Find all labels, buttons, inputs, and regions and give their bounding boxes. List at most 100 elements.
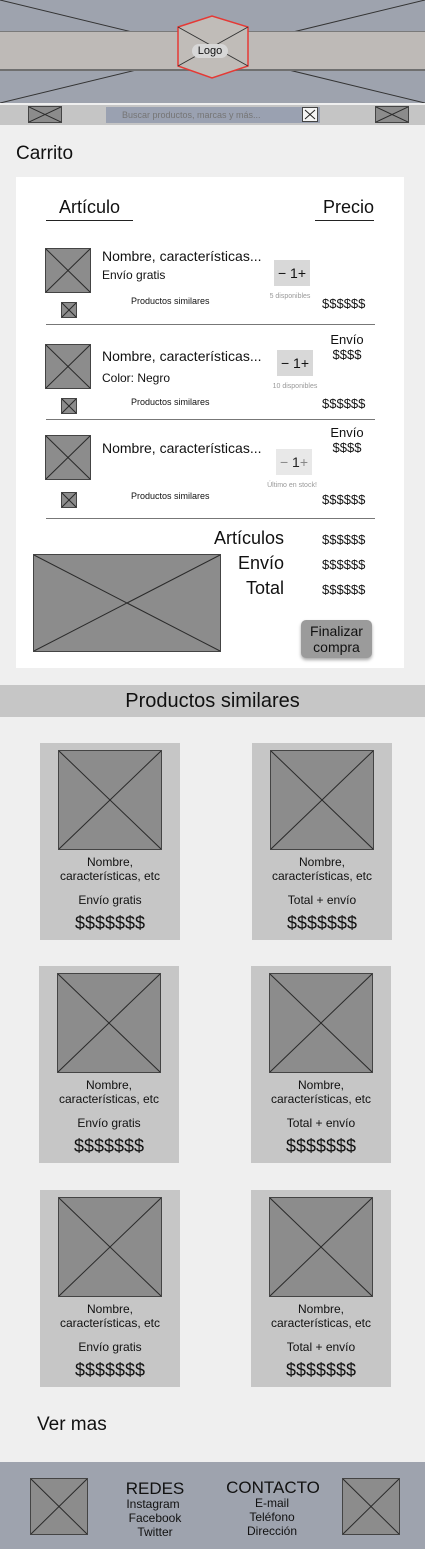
- checkout-label-line2: compra: [313, 639, 360, 655]
- availability-text: Último en stock!: [267, 482, 317, 489]
- product-name: Nombre, características, etc: [270, 1078, 372, 1106]
- banner-image[interactable]: [33, 554, 221, 652]
- contact-phone[interactable]: Teléfono: [249, 1510, 295, 1524]
- item-name[interactable]: Nombre, características...: [102, 248, 262, 264]
- product-name: Nombre, características, etc: [271, 855, 373, 883]
- product-image[interactable]: [269, 973, 373, 1073]
- product-shipping: Envío gratis: [77, 1116, 141, 1130]
- remove-item-icon[interactable]: [61, 492, 77, 508]
- product-price: $$$$$$$: [74, 913, 146, 933]
- product-price: $$$$$$$: [285, 1360, 357, 1380]
- similar-products-link[interactable]: Productos similares: [131, 296, 210, 306]
- section-title: Productos similares: [0, 685, 425, 717]
- shipping-label: Envío: [330, 425, 364, 440]
- summary-items-label: Artículos: [213, 528, 284, 548]
- page-title: Carrito: [16, 143, 74, 164]
- product-price: $$$$$$$: [286, 913, 358, 933]
- quantity-value: 1: [290, 265, 298, 281]
- product-image[interactable]: [58, 1197, 162, 1297]
- summary-shipping-value: $$$$$$: [322, 557, 366, 572]
- summary-shipping-label: Envío: [237, 553, 284, 573]
- contact-address[interactable]: Dirección: [246, 1524, 297, 1538]
- plus-icon[interactable]: +: [299, 454, 309, 470]
- close-icon[interactable]: [302, 107, 318, 122]
- social-heading: REDES: [125, 1479, 185, 1498]
- item-detail: Color: Negro: [102, 371, 171, 385]
- product-image[interactable]: [45, 344, 91, 389]
- shipping-cost: Envío $$$$: [325, 425, 369, 455]
- minus-icon[interactable]: −: [280, 355, 294, 371]
- cart-icon[interactable]: [375, 106, 409, 123]
- see-more-link[interactable]: Ver mas: [37, 1414, 107, 1435]
- remove-item-icon[interactable]: [61, 398, 77, 414]
- availability-text: 10 disponibles: [272, 383, 318, 390]
- shipping-label: Envío: [330, 332, 364, 347]
- product-name: Nombre, características, etc: [59, 1302, 161, 1330]
- social-link-instagram[interactable]: Instagram: [126, 1497, 180, 1511]
- checkout-button[interactable]: Finalizar compra: [301, 620, 372, 658]
- footer: REDES Instagram Facebook Twitter CONTACT…: [0, 1462, 425, 1549]
- product-image[interactable]: [57, 973, 161, 1073]
- contact-email[interactable]: E-mail: [254, 1496, 289, 1510]
- quantity-stepper[interactable]: − 1+: [277, 350, 313, 376]
- product-card[interactable]: Nombre, características, etc Total + enví…: [251, 1190, 391, 1387]
- availability-text: 5 disponibles: [269, 293, 311, 300]
- shipping-cost: Envío $$$$: [325, 332, 369, 362]
- quantity-value: 1: [292, 454, 300, 470]
- item-detail: Envío gratis: [102, 268, 166, 282]
- remove-item-icon[interactable]: [61, 302, 77, 318]
- shipping-price: $$$$: [332, 440, 362, 455]
- divider: [46, 518, 375, 519]
- social-link-facebook[interactable]: Facebook: [128, 1511, 182, 1525]
- minus-icon[interactable]: −: [279, 454, 293, 470]
- item-price: $$$$$$: [322, 396, 366, 411]
- item-name[interactable]: Nombre, características...: [102, 440, 262, 456]
- quantity-stepper[interactable]: − 1+: [276, 449, 312, 475]
- checkout-label-line1: Finalizar: [310, 623, 363, 639]
- product-card[interactable]: Nombre, características, etc Total + enví…: [251, 966, 391, 1163]
- product-price: $$$$$$$: [74, 1360, 146, 1380]
- search-input[interactable]: [106, 107, 320, 123]
- item-price: $$$$$$: [322, 296, 366, 311]
- column-header-item: Artículo: [46, 197, 133, 221]
- product-card[interactable]: Nombre, características, etc Envío gratis…: [40, 1190, 180, 1387]
- quantity-value: 1: [293, 355, 301, 371]
- item-name[interactable]: Nombre, características...: [102, 348, 262, 364]
- product-name: Nombre, características, etc: [58, 1078, 160, 1106]
- product-name: Nombre, características, etc: [270, 1302, 372, 1330]
- minus-icon[interactable]: −: [277, 265, 291, 281]
- product-shipping: Total + envío: [287, 893, 357, 907]
- divider: [46, 324, 375, 325]
- logo-label: Logo: [192, 44, 228, 58]
- similar-products-link[interactable]: Productos similares: [131, 491, 210, 501]
- footer-left-image[interactable]: [30, 1478, 88, 1535]
- column-header-price: Precio: [315, 197, 374, 221]
- contact-heading: CONTACTO: [226, 1478, 320, 1497]
- menu-icon[interactable]: [28, 106, 62, 123]
- summary-total-value: $$$$$$: [322, 582, 366, 597]
- product-shipping: Envío gratis: [78, 893, 142, 907]
- product-price: $$$$$$$: [73, 1136, 145, 1156]
- product-image[interactable]: [58, 750, 162, 850]
- product-image[interactable]: [45, 248, 91, 293]
- summary-total-label: Total: [245, 578, 284, 598]
- product-shipping: Total + envío: [286, 1116, 356, 1130]
- plus-icon[interactable]: +: [297, 265, 307, 281]
- product-card[interactable]: Nombre, características, etc Envío gratis…: [40, 743, 180, 940]
- social-link-twitter[interactable]: Twitter: [137, 1525, 173, 1539]
- footer-right-image[interactable]: [342, 1478, 400, 1535]
- product-image[interactable]: [269, 1197, 373, 1297]
- item-price: $$$$$$: [322, 492, 366, 507]
- divider: [46, 419, 375, 420]
- product-shipping: Total + envío: [286, 1340, 356, 1354]
- header: Logo: [0, 0, 425, 103]
- similar-products-link[interactable]: Productos similares: [131, 397, 210, 407]
- product-card[interactable]: Nombre, características, etc Total + enví…: [252, 743, 392, 940]
- product-price: $$$$$$$: [285, 1136, 357, 1156]
- product-card[interactable]: Nombre, características, etc Envío gratis…: [39, 966, 179, 1163]
- product-image[interactable]: [270, 750, 374, 850]
- quantity-stepper[interactable]: − 1+: [274, 260, 310, 286]
- product-name: Nombre, características, etc: [59, 855, 161, 883]
- plus-icon[interactable]: +: [300, 355, 310, 371]
- product-image[interactable]: [45, 435, 91, 480]
